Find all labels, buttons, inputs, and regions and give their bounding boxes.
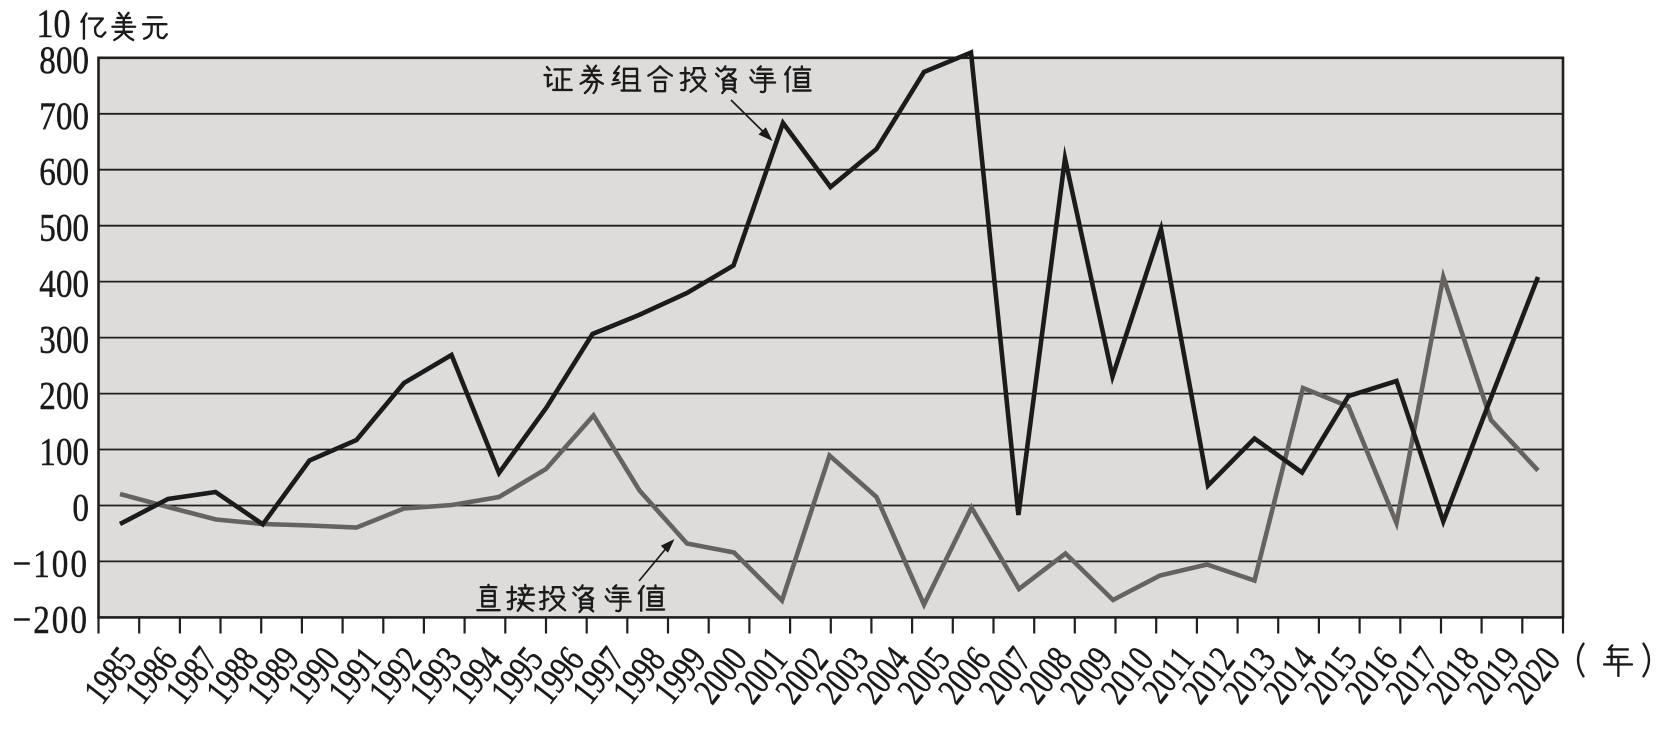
svg-text:−200: −200 bbox=[12, 598, 89, 641]
svg-text:700: 700 bbox=[39, 94, 89, 137]
svg-text:800: 800 bbox=[39, 38, 89, 81]
svg-text:500: 500 bbox=[39, 206, 89, 249]
svg-text:200: 200 bbox=[39, 374, 89, 417]
svg-text:600: 600 bbox=[39, 150, 89, 193]
svg-text:300: 300 bbox=[39, 318, 89, 361]
svg-text:0: 0 bbox=[72, 486, 89, 529]
svg-text:10: 10 bbox=[37, 2, 71, 46]
svg-text:100: 100 bbox=[39, 430, 89, 473]
svg-text:400: 400 bbox=[39, 262, 89, 305]
svg-text:−100: −100 bbox=[12, 542, 89, 585]
